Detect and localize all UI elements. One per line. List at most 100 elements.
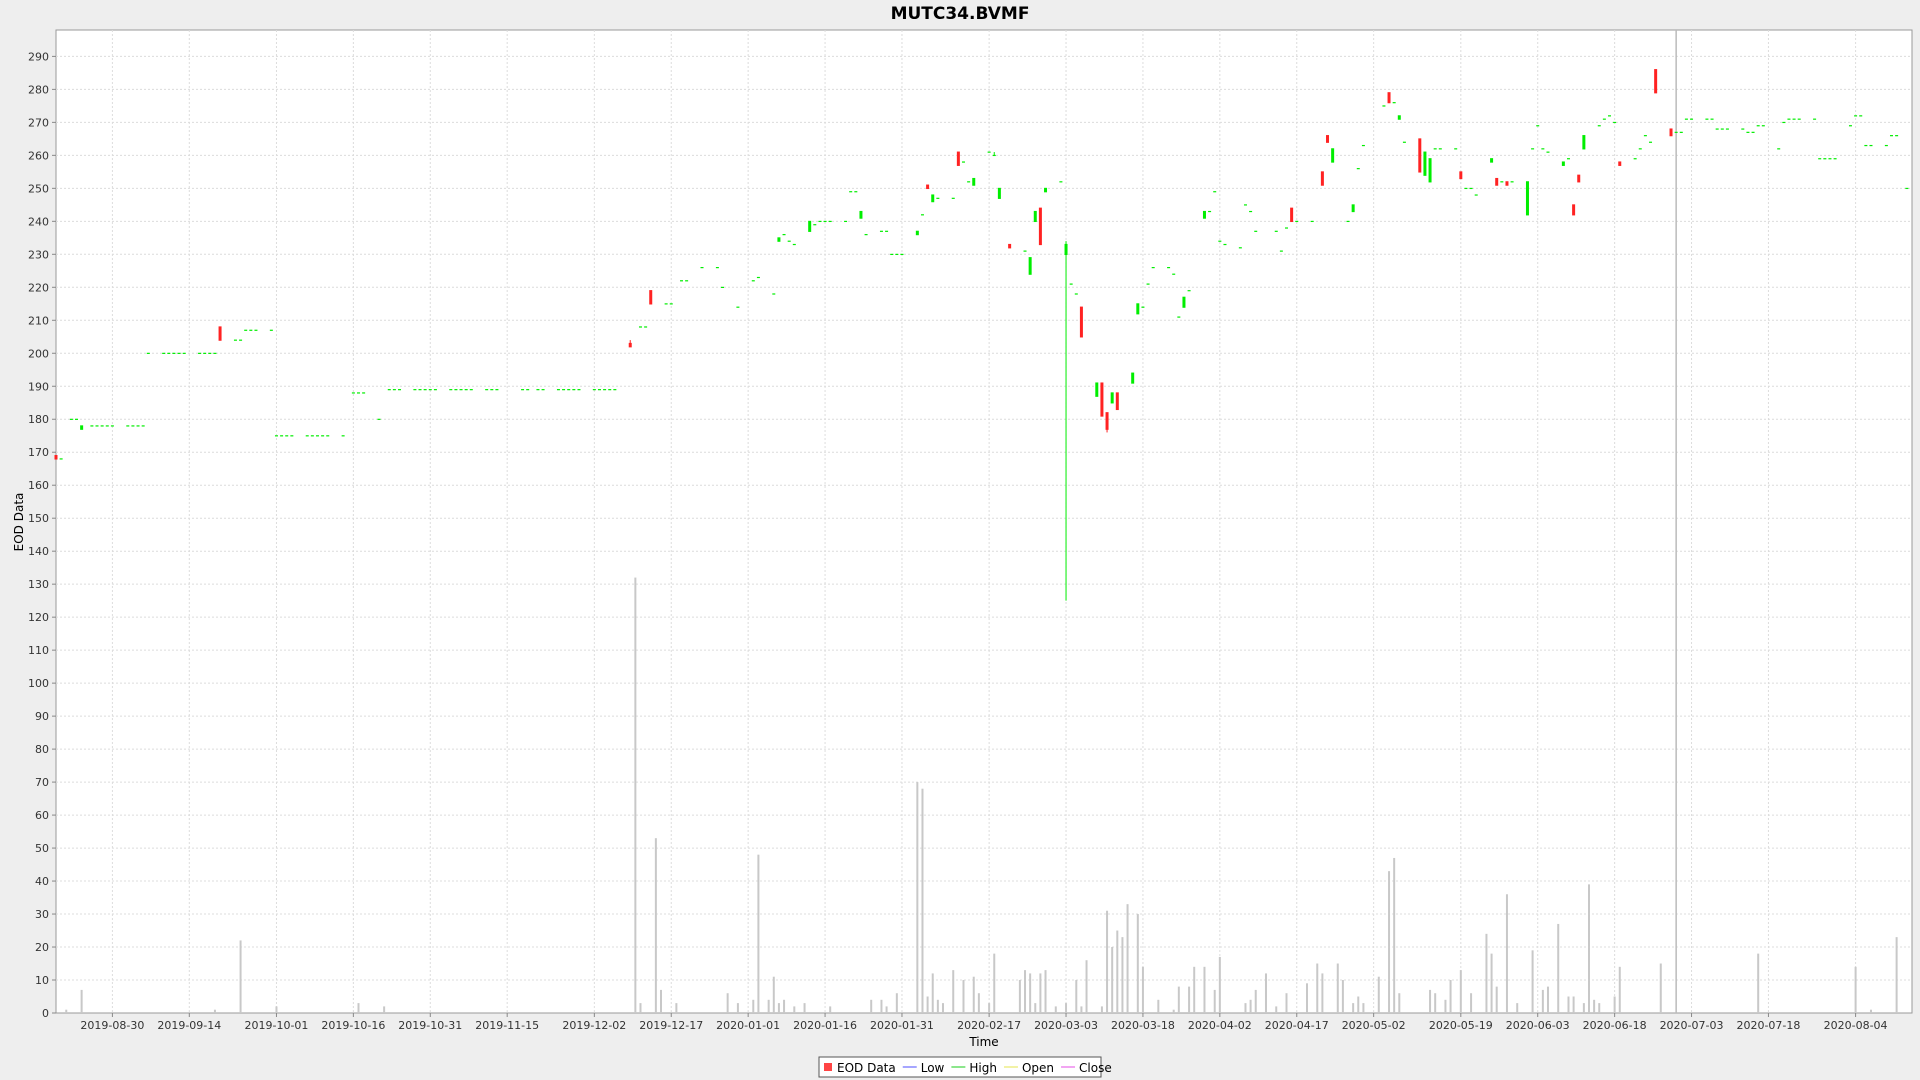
x-tick-label: 2020-03-03 — [1034, 1019, 1098, 1032]
volume-bar — [1336, 963, 1339, 1013]
candle — [1418, 138, 1422, 173]
candle — [377, 418, 381, 420]
volume-bar — [1285, 993, 1288, 1013]
candle — [1541, 148, 1545, 150]
candle — [213, 352, 217, 354]
volume-bar — [1177, 986, 1180, 1013]
y-tick-label: 10 — [35, 974, 49, 987]
volume-bar — [1029, 973, 1032, 1013]
candle — [208, 352, 212, 354]
volume-bar — [1572, 996, 1575, 1013]
volume-bar — [1275, 1006, 1278, 1013]
volume-bar — [993, 953, 996, 1013]
volume-bar — [1218, 956, 1221, 1013]
candle — [828, 220, 832, 223]
volume-bar — [213, 1009, 216, 1013]
volume-bar — [1393, 857, 1396, 1013]
y-axis-ticks: 0 10 20 30 40 50 60 70 80 90 100 110 120 130 140 150 160… — [28, 50, 56, 1020]
candle — [1284, 227, 1288, 229]
candle — [1361, 144, 1365, 147]
volume-bar — [1495, 986, 1498, 1013]
volume-bar — [1100, 1006, 1103, 1013]
candle — [756, 276, 760, 279]
candle — [1059, 181, 1063, 183]
candle — [1756, 125, 1760, 127]
candle — [1202, 210, 1206, 219]
volume-bar — [1505, 894, 1508, 1013]
volume-bar — [736, 1003, 739, 1013]
y-tick-label: 50 — [35, 842, 49, 855]
volume-bar — [1244, 1003, 1247, 1013]
candle — [813, 224, 817, 226]
candle — [162, 352, 166, 354]
volume-bar — [1388, 871, 1391, 1013]
candle — [1382, 105, 1386, 107]
candle — [1438, 148, 1442, 150]
candle — [1531, 148, 1535, 150]
candle — [1679, 131, 1683, 133]
x-tick-label: 2020-01-31 — [870, 1019, 934, 1032]
y-tick-label: 170 — [28, 446, 49, 459]
candle — [1510, 181, 1514, 183]
y-tick-label: 160 — [28, 479, 49, 492]
volume-bar — [275, 1006, 278, 1013]
y-tick-label: 210 — [28, 314, 49, 327]
candle — [280, 435, 284, 437]
candle — [715, 267, 719, 269]
legend-entry-label: Close — [1079, 1061, 1112, 1075]
candle — [321, 435, 325, 437]
candle — [249, 329, 253, 331]
candle — [59, 458, 63, 460]
candle — [777, 237, 781, 242]
volume-bar — [1582, 1003, 1585, 1013]
chart-title: MUTC34.BVMF — [891, 4, 1030, 24]
candle — [1177, 316, 1181, 318]
volume-bar — [1034, 1003, 1037, 1013]
y-tick-label: 20 — [35, 941, 49, 954]
candle — [1705, 118, 1709, 120]
volume-bar — [1490, 953, 1493, 1013]
candle — [721, 286, 725, 288]
volume-bar — [783, 999, 786, 1013]
volume-bar — [1757, 953, 1760, 1013]
candle — [1690, 118, 1694, 120]
candle — [1008, 243, 1012, 249]
candle — [1243, 204, 1247, 206]
candle — [428, 389, 432, 391]
candle — [808, 220, 812, 232]
x-tick-label: 2020-04-17 — [1265, 1019, 1329, 1032]
volume-bar — [829, 1006, 832, 1013]
y-tick-label: 280 — [28, 83, 49, 96]
y-tick-label: 250 — [28, 182, 49, 195]
volume-bar — [1444, 999, 1447, 1013]
candle — [1889, 135, 1893, 137]
volume-bar — [726, 993, 729, 1013]
candle — [233, 339, 237, 341]
candle — [603, 389, 607, 391]
x-tick-label: 2020-06-18 — [1583, 1019, 1647, 1032]
candle — [1151, 267, 1155, 269]
candle — [1613, 121, 1617, 124]
y-tick-label: 70 — [35, 776, 49, 789]
candle — [362, 392, 366, 394]
candle — [351, 392, 355, 394]
candle — [823, 220, 827, 223]
candle — [459, 389, 463, 391]
candle — [664, 303, 668, 305]
volume-bar — [1659, 963, 1662, 1013]
volume-bar — [65, 1009, 68, 1013]
candle — [864, 234, 868, 236]
candle — [75, 418, 79, 420]
volume-bar — [803, 1003, 806, 1013]
volume-bar — [777, 1003, 780, 1013]
candle — [1346, 220, 1350, 223]
candle — [1500, 181, 1504, 183]
volume-bar — [383, 1006, 386, 1013]
candle — [992, 154, 996, 157]
x-tick-label: 2020-01-16 — [793, 1019, 857, 1032]
candle — [454, 389, 458, 391]
candle — [341, 435, 345, 437]
candle — [1274, 230, 1278, 232]
volume-bar — [1587, 884, 1590, 1013]
candle — [592, 389, 596, 391]
